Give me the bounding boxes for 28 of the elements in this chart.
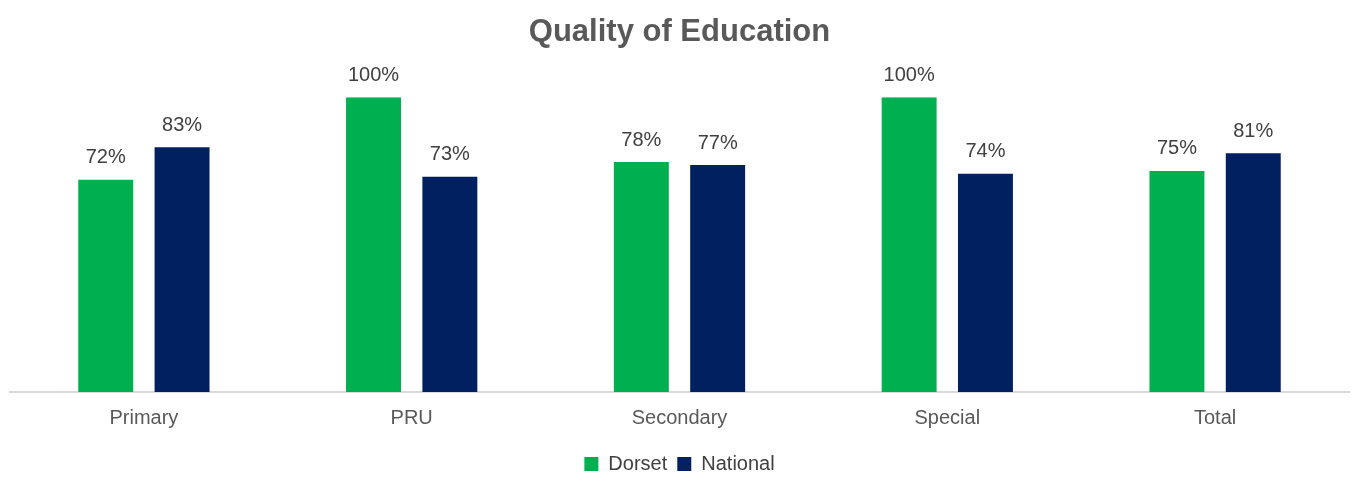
bar	[422, 176, 478, 392]
bar	[957, 173, 1013, 392]
data-label: 72%	[85, 145, 126, 168]
chart-title: Quality of Education	[528, 13, 831, 49]
data-label: 73%	[429, 142, 471, 165]
bar	[346, 97, 402, 392]
x-tick-label: Secondary	[631, 405, 728, 428]
data-label: 78%	[621, 127, 662, 150]
x-tick-label: Special	[914, 405, 981, 428]
bar	[1149, 170, 1205, 392]
data-label: 74%	[965, 139, 1006, 162]
data-label: 75%	[1156, 136, 1198, 159]
bar	[881, 97, 937, 392]
x-tick-label: Total	[1193, 405, 1237, 428]
data-label: 100%	[347, 62, 400, 85]
data-label: 100%	[883, 62, 935, 85]
data-label: 83%	[162, 112, 203, 135]
data-label: 77%	[697, 130, 738, 153]
legend-label: National	[701, 451, 775, 474]
bar	[154, 147, 210, 392]
x-tick-label: Primary	[109, 405, 179, 428]
bar	[690, 165, 746, 392]
bar	[613, 162, 669, 392]
bar	[1225, 153, 1281, 392]
data-label: 81%	[1233, 118, 1274, 141]
bar	[78, 179, 134, 392]
x-tick-label: PRU	[390, 405, 433, 428]
legend-label: Dorset	[608, 451, 668, 474]
